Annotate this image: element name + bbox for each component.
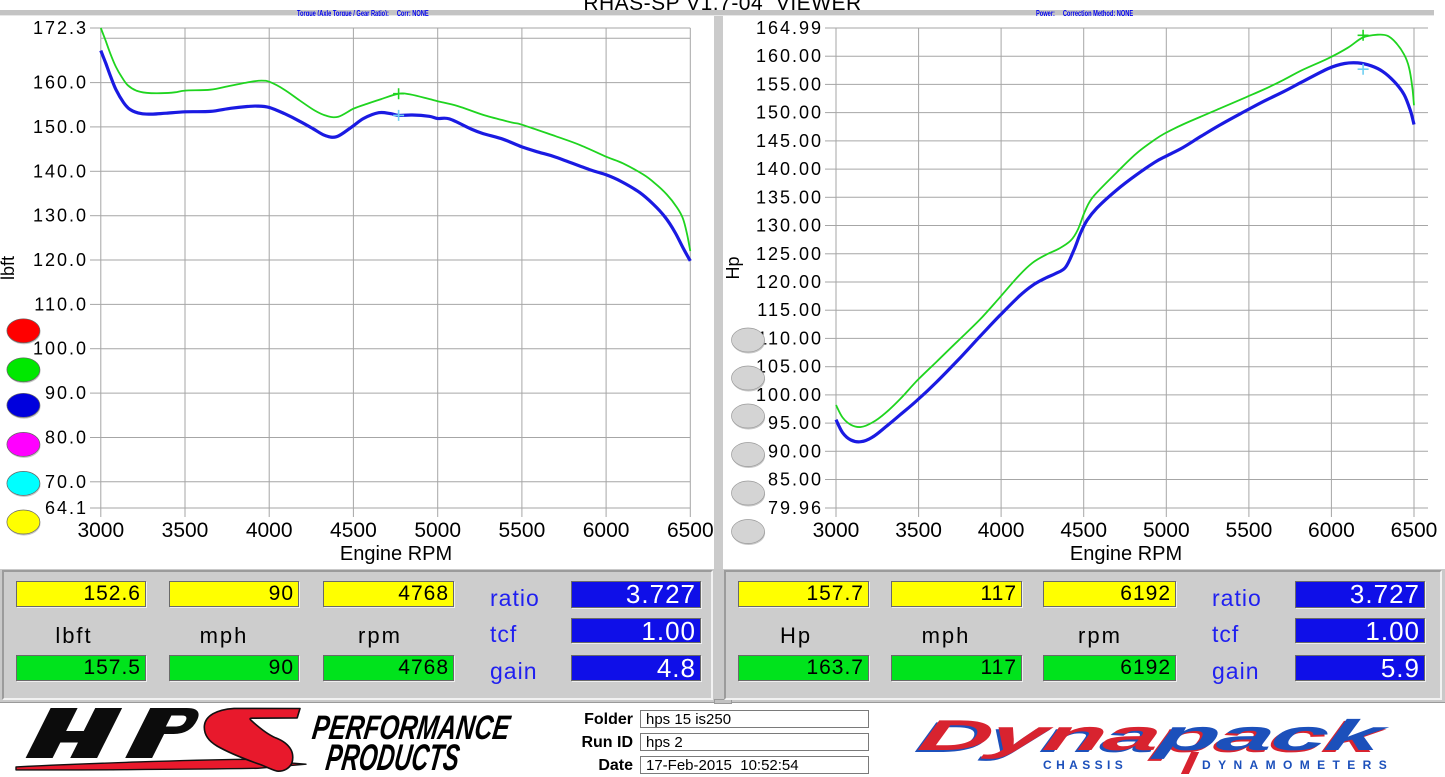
svg-text:120.0: 120.0 (33, 250, 88, 270)
svg-text:90.00: 90.00 (768, 441, 823, 461)
svg-text:95.00: 95.00 (768, 413, 823, 433)
svg-text:Hp: Hp (723, 256, 743, 279)
svg-text:Engine RPM: Engine RPM (1070, 543, 1182, 565)
svg-text:160.00: 160.00 (756, 46, 823, 66)
svg-text:3000: 3000 (813, 519, 860, 542)
svg-text:135.00: 135.00 (756, 187, 823, 207)
svg-text:5000: 5000 (414, 519, 461, 542)
svg-text:3500: 3500 (162, 519, 209, 542)
svg-text:155.00: 155.00 (756, 74, 823, 94)
svg-text:5500: 5500 (1226, 519, 1273, 542)
svg-text:125.00: 125.00 (756, 244, 823, 264)
svg-text:4500: 4500 (1060, 519, 1107, 542)
svg-text:140.0: 140.0 (33, 161, 88, 181)
svg-text:172.3: 172.3 (33, 18, 88, 38)
svg-text:3500: 3500 (895, 519, 942, 542)
svg-text:130.00: 130.00 (756, 216, 823, 236)
svg-text:5500: 5500 (499, 519, 546, 542)
svg-text:164.99: 164.99 (756, 18, 823, 38)
svg-text:6000: 6000 (583, 519, 630, 542)
svg-text:5000: 5000 (1143, 519, 1190, 542)
svg-text:64.1: 64.1 (45, 498, 88, 518)
svg-text:70.0: 70.0 (45, 472, 88, 492)
svg-text:150.00: 150.00 (756, 103, 823, 123)
svg-text:3000: 3000 (77, 519, 124, 542)
svg-text:Engine RPM: Engine RPM (340, 543, 452, 565)
svg-text:140.00: 140.00 (756, 159, 823, 179)
svg-text:lbft: lbft (0, 256, 18, 280)
svg-text:90.0: 90.0 (45, 383, 88, 403)
svg-text:79.96: 79.96 (768, 498, 823, 518)
svg-text:105.00: 105.00 (756, 357, 823, 377)
svg-text:160.0: 160.0 (33, 73, 88, 93)
svg-text:4000: 4000 (978, 519, 1025, 542)
svg-text:85.00: 85.00 (768, 470, 823, 490)
svg-text:150.0: 150.0 (33, 117, 88, 137)
svg-text:6000: 6000 (1308, 519, 1355, 542)
svg-text:145.00: 145.00 (756, 131, 823, 151)
svg-text:80.0: 80.0 (45, 428, 88, 448)
svg-text:110.00: 110.00 (757, 328, 823, 348)
svg-text:100.00: 100.00 (756, 385, 823, 405)
svg-text:4000: 4000 (246, 519, 293, 542)
svg-text:6500: 6500 (1391, 519, 1438, 542)
svg-text:6500: 6500 (667, 519, 714, 542)
svg-text:110.0: 110.0 (34, 294, 88, 314)
svg-text:4500: 4500 (330, 519, 377, 542)
svg-text:120.00: 120.00 (756, 272, 823, 292)
svg-text:115.00: 115.00 (757, 300, 823, 320)
svg-text:100.0: 100.0 (33, 339, 88, 359)
svg-text:130.0: 130.0 (33, 206, 88, 226)
